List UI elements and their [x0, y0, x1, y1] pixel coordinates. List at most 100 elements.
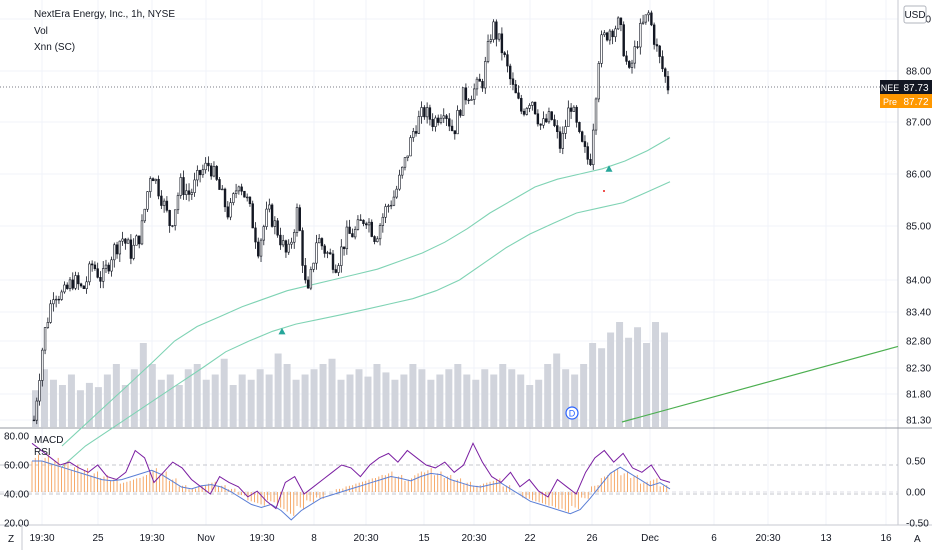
currency-label: USD — [904, 10, 925, 21]
candle-body — [525, 108, 529, 115]
candle-body — [417, 116, 421, 134]
volume-bar — [103, 374, 111, 427]
macd-rsi-pane[interactable] — [0, 442, 898, 521]
candle-body — [63, 284, 66, 293]
candle-body — [489, 39, 493, 42]
candle-body — [273, 220, 277, 227]
currency-button[interactable] — [903, 5, 927, 24]
candle-body — [173, 209, 177, 226]
candle-body — [647, 12, 650, 16]
candle-body — [245, 196, 249, 199]
candle-body — [359, 219, 362, 221]
time-tick-3: Nov — [197, 533, 215, 544]
candle-body — [652, 24, 656, 45]
candle-body — [495, 21, 498, 40]
candle-body — [608, 30, 612, 41]
volume-bar — [40, 369, 48, 427]
candle-body — [373, 236, 376, 242]
time-tick-13: 20:30 — [755, 533, 780, 544]
candle-body — [625, 55, 628, 62]
time-tick-14: 13 — [820, 533, 832, 544]
time-tick-11: Dec — [641, 533, 659, 544]
candle-body — [337, 265, 340, 273]
candle-body — [49, 303, 52, 323]
candle-body — [569, 107, 573, 112]
candle-body — [564, 126, 567, 134]
candle-body — [334, 269, 337, 273]
candle-body — [658, 45, 661, 57]
zoom-button[interactable]: Z — [8, 534, 14, 545]
volume-bar — [346, 374, 354, 427]
candle-body — [35, 400, 38, 421]
candle-body — [497, 33, 501, 40]
volume-bar — [436, 374, 444, 427]
candle-body — [276, 220, 279, 236]
candle-body — [578, 122, 581, 133]
candle-body — [90, 263, 94, 266]
candle-body — [99, 277, 102, 282]
candle-body — [243, 190, 246, 198]
signal-up-1 — [605, 165, 613, 172]
symbol-title[interactable]: NextEra Energy, Inc., 1h, NYSE — [34, 9, 175, 20]
candle-body — [450, 125, 454, 131]
candle-body — [248, 196, 252, 205]
volume-bar — [337, 379, 345, 427]
candle-body — [331, 253, 335, 270]
candle-body — [392, 196, 396, 206]
pre-price-tag — [900, 94, 932, 108]
volume-bar — [517, 374, 525, 427]
macd-tick-0: 0.50 — [906, 457, 926, 468]
candle-body — [340, 246, 343, 266]
candle-body — [251, 203, 254, 229]
macd-label[interactable]: MACD — [34, 435, 63, 446]
candle-body — [603, 32, 606, 36]
volume-bar — [571, 374, 579, 427]
candle-body — [187, 190, 191, 195]
candle-body — [437, 117, 440, 123]
dividend-badge[interactable] — [565, 406, 579, 420]
candle-body — [514, 84, 517, 94]
signal-up-0 — [278, 327, 286, 335]
candle-body — [196, 170, 199, 181]
macd-tick-2: -0.50 — [906, 519, 929, 530]
last-price-value: 87.73 — [903, 83, 928, 94]
candle-body — [168, 210, 171, 226]
candle-body — [381, 216, 385, 226]
rsi-label[interactable]: RSI — [34, 447, 51, 458]
time-axis[interactable]: 19:30 25 19:30 Nov 19:30 8 20:30 15 20:30 22 26 Dec… — [29, 533, 892, 544]
volume-bar — [121, 385, 129, 427]
candle-body — [605, 32, 609, 41]
candle-body — [456, 110, 459, 135]
volume-bar — [265, 374, 273, 427]
volume-bar — [220, 358, 228, 427]
candle-body — [140, 220, 144, 245]
rsi-tick-3: 20.00 — [4, 519, 29, 530]
candle-body — [630, 62, 634, 68]
indicator-vol-label[interactable]: Vol — [34, 26, 48, 37]
candle-body — [193, 179, 196, 193]
candle-body — [622, 24, 625, 57]
candle-body — [586, 146, 589, 160]
time-tick-5: 8 — [311, 533, 317, 544]
candle-body — [661, 56, 664, 70]
volume-bar — [481, 369, 489, 427]
volume-bar — [580, 364, 588, 427]
trendline[interactable] — [621, 345, 899, 423]
volume-bar — [355, 369, 363, 427]
candle-body — [666, 76, 670, 91]
volume-bar — [373, 364, 381, 427]
candle-body — [544, 118, 548, 123]
candle-body — [531, 101, 534, 106]
candle-body — [486, 41, 490, 62]
candle-body — [102, 268, 105, 282]
candle-body — [237, 186, 241, 192]
candle-body — [448, 118, 451, 127]
candle-body — [398, 174, 401, 190]
indicator-xnn-label[interactable]: Xnn (SC) — [34, 42, 75, 53]
auto-scale-button[interactable]: A — [914, 534, 921, 545]
candle-body — [619, 17, 623, 25]
volume-bar — [400, 374, 408, 427]
volume-bar — [499, 364, 507, 427]
volume-bar — [130, 369, 138, 427]
